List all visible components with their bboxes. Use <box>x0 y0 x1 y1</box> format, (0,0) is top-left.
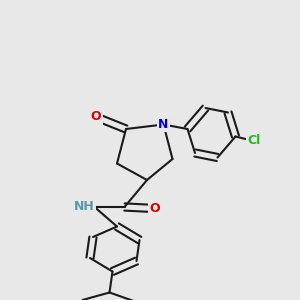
Text: NH: NH <box>74 200 94 214</box>
Text: O: O <box>91 110 101 124</box>
Text: N: N <box>158 118 169 131</box>
Text: Cl: Cl <box>247 134 260 148</box>
Text: O: O <box>149 202 160 215</box>
